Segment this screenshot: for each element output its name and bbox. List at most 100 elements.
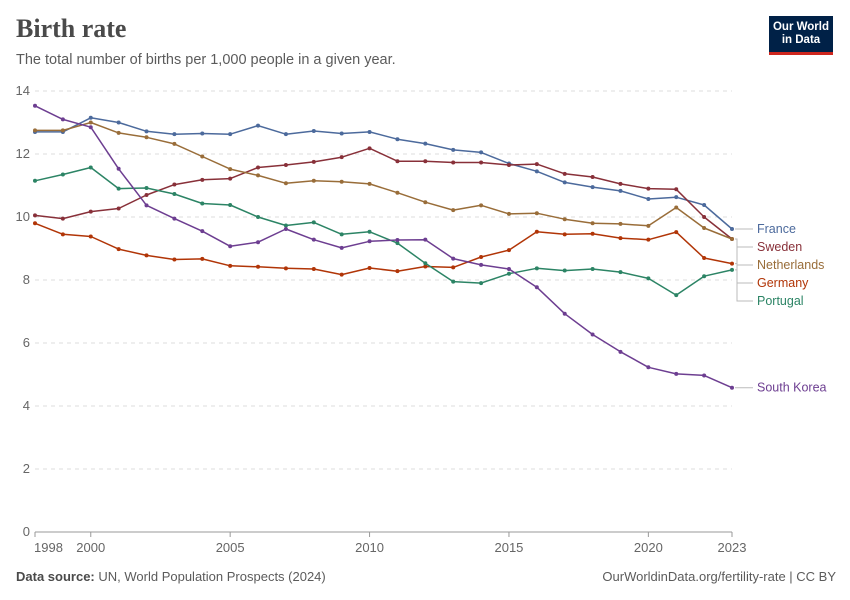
x-tick-label: 2005 xyxy=(216,540,245,555)
data-point xyxy=(367,181,372,186)
data-point xyxy=(590,174,595,179)
data-point xyxy=(423,237,428,242)
data-point xyxy=(506,271,511,276)
data-point xyxy=(283,132,288,137)
data-point xyxy=(618,349,623,354)
data-point xyxy=(256,173,261,178)
chart-subtitle: The total number of births per 1,000 peo… xyxy=(16,52,396,68)
data-point xyxy=(339,131,344,136)
series-line xyxy=(34,166,733,296)
data-point xyxy=(339,155,344,160)
data-point xyxy=(228,244,233,249)
data-point xyxy=(33,213,37,218)
y-tick-label: 10 xyxy=(16,209,30,224)
data-point xyxy=(228,203,233,208)
data-point xyxy=(730,237,734,242)
x-tick-label: 1998 xyxy=(34,540,63,555)
data-point xyxy=(283,266,288,271)
data-point xyxy=(618,221,623,226)
footer-url[interactable]: OurWorldinData.org/fertility-rate | CC B… xyxy=(602,569,836,584)
series-line xyxy=(34,222,733,276)
data-point xyxy=(730,385,734,390)
series-sweden xyxy=(33,146,734,242)
data-point xyxy=(702,274,707,279)
legend-label-france: France xyxy=(757,222,796,236)
legend-label-germany: Germany xyxy=(757,276,809,290)
data-point xyxy=(311,266,316,271)
data-point xyxy=(479,281,484,286)
series-line xyxy=(35,121,733,240)
data-point xyxy=(33,221,37,226)
data-point xyxy=(702,215,707,219)
legend-label-netherlands: Netherlands xyxy=(757,258,824,272)
series-line xyxy=(34,147,733,240)
data-point xyxy=(590,221,595,226)
data-point xyxy=(311,178,316,183)
data-point xyxy=(228,167,233,172)
data-point xyxy=(451,208,456,213)
data-point xyxy=(228,263,233,268)
data-source-label: Data source: xyxy=(16,569,95,584)
data-point xyxy=(423,264,428,269)
data-point xyxy=(367,239,372,244)
data-point xyxy=(562,268,567,273)
data-point xyxy=(479,160,484,165)
data-point xyxy=(200,229,205,234)
gridlines xyxy=(35,90,732,470)
x-tick-label: 2010 xyxy=(355,540,384,555)
data-point xyxy=(423,200,428,205)
data-point xyxy=(144,135,149,140)
data-point xyxy=(367,229,372,234)
data-point xyxy=(506,266,511,271)
data-point xyxy=(646,197,651,202)
data-point xyxy=(311,237,316,242)
y-tick-label: 4 xyxy=(23,398,30,413)
data-point xyxy=(618,236,623,241)
data-point xyxy=(702,203,707,208)
data-point xyxy=(311,220,316,225)
data-point xyxy=(283,181,288,186)
y-tick-label: 12 xyxy=(16,146,30,161)
data-point xyxy=(367,129,372,134)
data-source-text[interactable]: UN, World Population Prospects (2024) xyxy=(98,569,326,584)
data-point xyxy=(451,265,456,270)
logo-line-2: in Data xyxy=(781,34,821,46)
data-point xyxy=(172,141,177,146)
data-point xyxy=(200,131,205,136)
data-point xyxy=(88,120,93,125)
data-point xyxy=(674,205,679,210)
data-point xyxy=(479,150,484,155)
data-point xyxy=(506,163,511,168)
data-point xyxy=(256,240,261,245)
data-point xyxy=(646,186,651,191)
series-portugal xyxy=(33,165,734,298)
data-point xyxy=(702,226,707,231)
data-point xyxy=(283,223,288,228)
series-south-korea xyxy=(33,103,734,390)
data-point xyxy=(395,190,400,195)
data-point xyxy=(674,371,679,376)
series-germany xyxy=(33,221,734,277)
data-point xyxy=(395,159,400,164)
data-point xyxy=(256,123,261,128)
data-point xyxy=(423,141,428,146)
data-point xyxy=(339,232,344,237)
data-point xyxy=(283,226,288,231)
data-point xyxy=(534,162,539,167)
data-point xyxy=(172,182,177,187)
owid-logo[interactable]: Our World in Data xyxy=(769,16,833,55)
y-tick-label: 14 xyxy=(16,83,30,98)
axes: 0 2 4 6 8 10 12 14 1998 2000 2005 2010 2015 2020 2023 xyxy=(16,83,747,555)
data-point xyxy=(534,211,539,216)
data-point xyxy=(730,267,734,272)
data-point xyxy=(88,165,93,170)
data-point xyxy=(200,201,205,206)
data-point xyxy=(116,166,121,171)
data-point xyxy=(33,103,37,108)
data-point xyxy=(228,132,233,137)
data-point xyxy=(562,232,567,237)
legend-label-south-korea: South Korea xyxy=(757,381,827,395)
data-point xyxy=(200,256,205,261)
data-point xyxy=(256,165,261,170)
